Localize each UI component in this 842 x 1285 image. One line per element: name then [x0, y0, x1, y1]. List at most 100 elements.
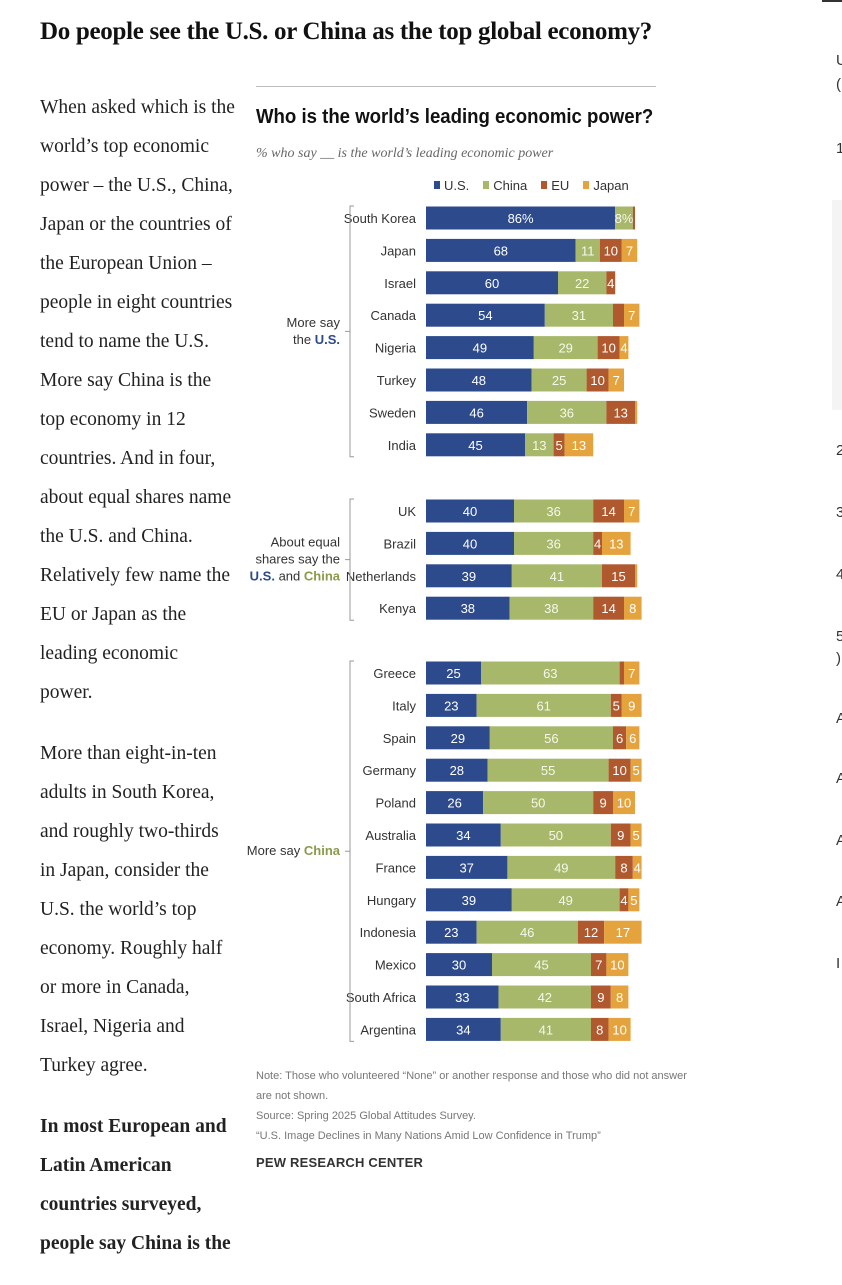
right-fragment: I	[836, 955, 841, 972]
bar-segment	[628, 888, 640, 912]
bar-segment	[511, 888, 620, 912]
country-label: France	[376, 860, 416, 875]
bar-value-label: 29	[558, 341, 572, 356]
bar-segment	[624, 661, 640, 685]
bar-value-label: 4	[634, 860, 641, 875]
chart-subtitle: % who say __ is the world’s leading econ…	[256, 146, 554, 161]
bar-value-label: 9	[599, 796, 606, 811]
bar-segment	[606, 953, 629, 977]
bar-segment	[630, 758, 642, 782]
bar-value-label: 8	[629, 601, 636, 616]
right-panel-fragment	[832, 200, 842, 410]
bar-segment	[621, 238, 638, 262]
bar-segment	[593, 791, 613, 815]
bar-value-label: 40	[463, 536, 477, 551]
bar-value-label: 68	[494, 243, 508, 258]
bar-segment	[426, 823, 501, 847]
bar-value-label: 41	[550, 569, 564, 584]
bar-value-label: 29	[451, 731, 465, 746]
bar-value-label: 12	[584, 925, 598, 940]
bar-segment	[591, 1017, 609, 1041]
bar-segment	[511, 564, 602, 588]
bar-segment	[514, 499, 594, 523]
chart-notes: Note: Those who volunteered “None” or an…	[256, 1066, 687, 1146]
legend-label: Japan	[593, 178, 629, 193]
bar-value-label: 8	[596, 1022, 603, 1037]
bar-segment	[426, 531, 514, 555]
bar-value-label: 4	[620, 341, 627, 356]
bar-value-label: 6	[629, 731, 636, 746]
bar-segment	[426, 564, 512, 588]
bar-value-label: 34	[456, 828, 470, 843]
bar-value-label: 39	[462, 893, 476, 908]
bar-segment	[553, 433, 565, 457]
bar-value-label: 86%	[508, 211, 534, 226]
bar-value-label: 7	[595, 958, 602, 973]
bar-segment	[615, 206, 633, 230]
bar-value-label: 49	[558, 893, 572, 908]
bar-segment	[599, 238, 622, 262]
legend-swatch	[541, 181, 548, 189]
bar-segment	[500, 823, 611, 847]
bar-value-label: 50	[549, 828, 563, 843]
bar-segment	[591, 953, 607, 977]
bar-segment	[613, 303, 624, 327]
bar-value-label: 56	[544, 731, 558, 746]
right-fragment: (	[836, 76, 841, 93]
bar-value-label: 8	[620, 860, 627, 875]
bar-value-label: 10	[590, 373, 604, 388]
bar-segment	[577, 920, 605, 944]
bar-segment	[426, 596, 510, 620]
bar-segment	[514, 531, 594, 555]
bar-segment	[426, 433, 525, 457]
bar-segment	[619, 888, 629, 912]
bar-value-label: 36	[560, 405, 574, 420]
bar-value-label: 14	[601, 504, 615, 519]
bar-segment	[608, 1017, 631, 1041]
bar-segment	[483, 791, 594, 815]
bar-segment	[593, 596, 624, 620]
bar-segment	[476, 693, 611, 717]
bar-segment	[604, 920, 642, 944]
bar-value-label: 13	[609, 536, 623, 551]
bar-value-label: 13	[613, 405, 627, 420]
bar-value-label: 50	[531, 796, 545, 811]
bar-segment	[426, 920, 477, 944]
bar-value-label: 7	[628, 666, 635, 681]
country-label: Brazil	[383, 536, 416, 551]
bar-segment	[564, 433, 594, 457]
bar-segment	[426, 791, 484, 815]
bar-segment	[544, 303, 613, 327]
country-label: South Africa	[346, 990, 417, 1005]
right-fragment: A	[836, 710, 842, 727]
country-label: India	[388, 438, 417, 453]
bar-segment	[426, 953, 492, 977]
bar-value-label: 23	[444, 698, 458, 713]
country-label: Mexico	[375, 958, 416, 973]
report-title-line: “U.S. Image Declines in Many Nations Ami…	[256, 1130, 601, 1142]
bar-value-label: 17	[616, 925, 630, 940]
bar-segment	[613, 726, 627, 750]
bar-segment	[621, 693, 642, 717]
bar-segment	[632, 855, 642, 879]
group-bracket	[345, 498, 354, 621]
country-label: Israel	[384, 276, 416, 291]
bar-segment	[635, 564, 638, 588]
bar-value-label: 7	[626, 243, 633, 258]
right-fragment: 1	[836, 140, 842, 157]
bar-segment	[426, 855, 508, 879]
country-label: Argentina	[360, 1022, 416, 1037]
country-label: Turkey	[377, 373, 417, 388]
bar-segment	[489, 726, 613, 750]
note-line: are not shown.	[256, 1090, 329, 1102]
bar-value-label: 25	[446, 666, 460, 681]
bar-value-label: 48	[472, 373, 486, 388]
group-bracket	[345, 205, 354, 458]
bar-segment	[426, 303, 545, 327]
bar-segment	[597, 336, 620, 360]
bar-segment	[426, 206, 616, 230]
bar-value-label: 5	[613, 698, 620, 713]
article-body: When asked which is the world’s top econ…	[40, 88, 235, 1285]
bar-value-label: 45	[468, 438, 482, 453]
